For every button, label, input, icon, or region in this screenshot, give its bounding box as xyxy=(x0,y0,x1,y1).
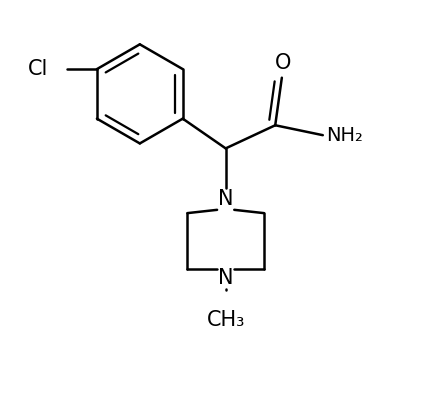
Text: CH₃: CH₃ xyxy=(207,310,245,330)
Text: N: N xyxy=(218,189,233,210)
Text: NH₂: NH₂ xyxy=(326,126,363,145)
Text: O: O xyxy=(275,52,292,72)
Text: N: N xyxy=(218,268,233,288)
Text: Cl: Cl xyxy=(28,59,49,79)
